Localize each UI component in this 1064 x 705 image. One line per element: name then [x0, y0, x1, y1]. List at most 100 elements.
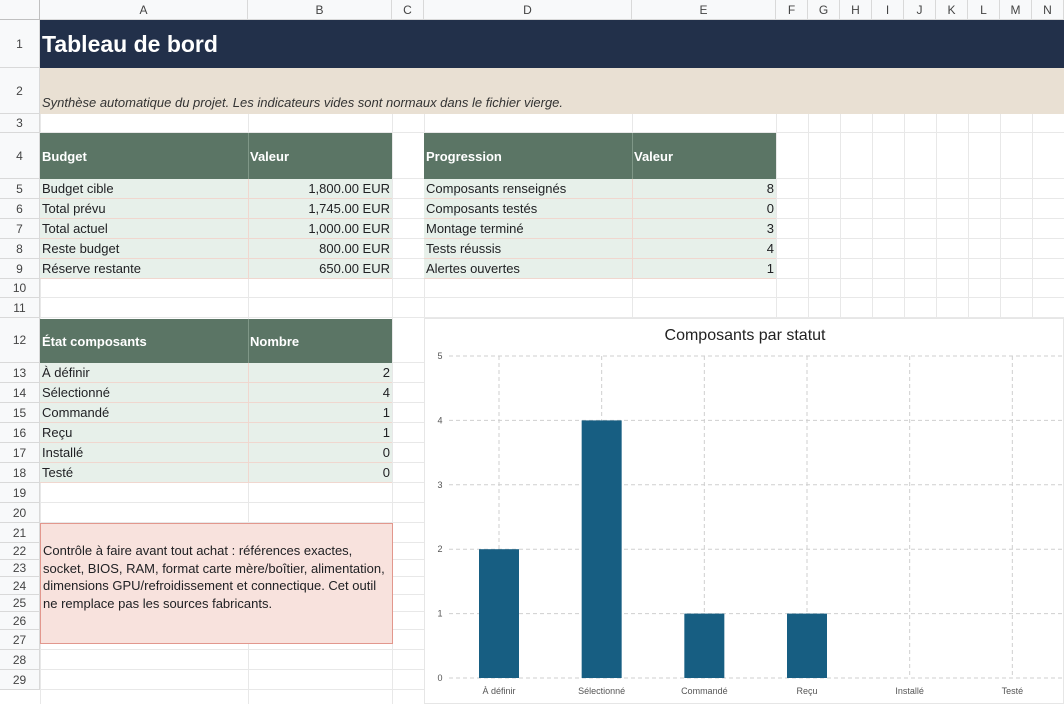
cell-divider — [632, 239, 633, 259]
etat-header-value[interactable]: Nombre — [248, 319, 392, 364]
chart-title: Composants par statut — [664, 327, 826, 344]
etat-row-label[interactable]: Installé — [40, 443, 248, 463]
chart-bar — [581, 420, 622, 678]
row-header-11[interactable]: 11 — [0, 298, 40, 318]
progression-row-value[interactable]: 0 — [632, 199, 776, 219]
column-header-e[interactable]: E — [632, 0, 776, 20]
row-header-10[interactable]: 10 — [0, 279, 40, 298]
column-header-n[interactable]: N — [1032, 0, 1064, 20]
progression-header-label[interactable]: Progression — [424, 133, 632, 179]
row-header-21[interactable]: 21 — [0, 523, 40, 543]
budget-row-label[interactable]: Réserve restante — [40, 259, 248, 279]
progression-header-value[interactable]: Valeur — [632, 133, 776, 179]
budget-row-label[interactable]: Total actuel — [40, 219, 248, 239]
budget-header-value[interactable]: Valeur — [248, 133, 392, 179]
progression-row-value[interactable]: 8 — [632, 179, 776, 199]
budget-row-value[interactable]: 1,745.00 EUR — [248, 199, 392, 219]
budget-row-label[interactable]: Total prévu — [40, 199, 248, 219]
budget-row-value[interactable]: 1,800.00 EUR — [248, 179, 392, 199]
row-header-6[interactable]: 6 — [0, 199, 40, 219]
page-title: Tableau de bord — [40, 20, 1064, 68]
progression-row-label[interactable]: Alertes ouvertes — [424, 259, 632, 279]
row-header-28[interactable]: 28 — [0, 650, 40, 670]
row-header-19[interactable]: 19 — [0, 483, 40, 503]
chart-bar — [479, 549, 519, 678]
progression-row-label[interactable]: Composants renseignés — [424, 179, 632, 199]
select-all-corner[interactable] — [0, 0, 40, 20]
column-header-f[interactable]: F — [776, 0, 808, 20]
etat-row-label[interactable]: À définir — [40, 363, 248, 383]
row-header-14[interactable]: 14 — [0, 383, 40, 403]
progression-row-label[interactable]: Tests réussis — [424, 239, 632, 259]
budget-row-label[interactable]: Reste budget — [40, 239, 248, 259]
budget-row-value[interactable]: 1,000.00 EUR — [248, 219, 392, 239]
etat-row-value[interactable]: 1 — [248, 403, 392, 423]
cell-divider — [632, 259, 633, 279]
etat-header-label[interactable]: État composants — [40, 319, 248, 364]
budget-header-label[interactable]: Budget — [40, 133, 248, 179]
row-header-12[interactable]: 12 — [0, 318, 40, 363]
column-header-g[interactable]: G — [808, 0, 840, 20]
row-header-20[interactable]: 20 — [0, 503, 40, 523]
progression-row-label[interactable]: Montage terminé — [424, 219, 632, 239]
row-header-8[interactable]: 8 — [0, 239, 40, 259]
column-header-j[interactable]: J — [904, 0, 936, 20]
cell-divider — [248, 443, 249, 463]
row-header-9[interactable]: 9 — [0, 259, 40, 279]
column-header-i[interactable]: I — [872, 0, 904, 20]
etat-row-value[interactable]: 0 — [248, 443, 392, 463]
column-header-a[interactable]: A — [40, 0, 248, 20]
row-header-27[interactable]: 27 — [0, 630, 40, 650]
etat-row-value[interactable]: 1 — [248, 423, 392, 443]
column-header-h[interactable]: H — [840, 0, 872, 20]
etat-row-value[interactable]: 2 — [248, 363, 392, 383]
page-subtitle: Synthèse automatique du projet. Les indi… — [40, 68, 1064, 114]
chart-bar — [787, 613, 827, 678]
budget-row-value[interactable]: 800.00 EUR — [248, 239, 392, 259]
row-header-7[interactable]: 7 — [0, 219, 40, 239]
grid-line-horizontal — [40, 132, 1064, 133]
progression-row-value[interactable]: 3 — [632, 219, 776, 239]
cell-divider — [248, 259, 249, 279]
budget-row-label[interactable]: Budget cible — [40, 179, 248, 199]
column-header-l[interactable]: L — [968, 0, 1000, 20]
column-header-m[interactable]: M — [1000, 0, 1032, 20]
row-header-4[interactable]: 4 — [0, 133, 40, 179]
grid-line-horizontal — [40, 297, 1064, 298]
x-tick-label: Installé — [895, 686, 924, 696]
etat-row-label[interactable]: Reçu — [40, 423, 248, 443]
row-header-29[interactable]: 29 — [0, 670, 40, 690]
row-header-18[interactable]: 18 — [0, 463, 40, 483]
row-header-1[interactable]: 1 — [0, 20, 40, 68]
etat-row-label[interactable]: Commandé — [40, 403, 248, 423]
y-tick-label: 4 — [437, 415, 442, 425]
row-header-22[interactable]: 22 — [0, 543, 40, 560]
row-header-23[interactable]: 23 — [0, 560, 40, 577]
etat-row-label[interactable]: Sélectionné — [40, 383, 248, 403]
chart-container[interactable]: Composants par statut 0 1 2 3 4 5 À définir Sél… — [424, 318, 1064, 704]
row-header-13[interactable]: 13 — [0, 363, 40, 383]
row-header-5[interactable]: 5 — [0, 179, 40, 199]
row-header-26[interactable]: 26 — [0, 612, 40, 630]
row-header-15[interactable]: 15 — [0, 403, 40, 423]
cell-divider — [248, 423, 249, 443]
row-header-3[interactable]: 3 — [0, 114, 40, 133]
row-header-2[interactable]: 2 — [0, 68, 40, 114]
etat-row-label[interactable]: Testé — [40, 463, 248, 483]
progression-row-label[interactable]: Composants testés — [424, 199, 632, 219]
budget-row-value[interactable]: 650.00 EUR — [248, 259, 392, 279]
column-header-d[interactable]: D — [424, 0, 632, 20]
column-header-b[interactable]: B — [248, 0, 392, 20]
row-header-16[interactable]: 16 — [0, 423, 40, 443]
cell-divider — [248, 383, 249, 403]
row-header-24[interactable]: 24 — [0, 577, 40, 595]
progression-row-value[interactable]: 1 — [632, 259, 776, 279]
column-header-c[interactable]: C — [392, 0, 424, 20]
column-header-k[interactable]: K — [936, 0, 968, 20]
row-header-17[interactable]: 17 — [0, 443, 40, 463]
etat-row-value[interactable]: 4 — [248, 383, 392, 403]
warning-note[interactable]: Contrôle à faire avant tout achat : réfé… — [40, 523, 393, 644]
progression-row-value[interactable]: 4 — [632, 239, 776, 259]
row-header-25[interactable]: 25 — [0, 595, 40, 612]
etat-row-value[interactable]: 0 — [248, 463, 392, 483]
